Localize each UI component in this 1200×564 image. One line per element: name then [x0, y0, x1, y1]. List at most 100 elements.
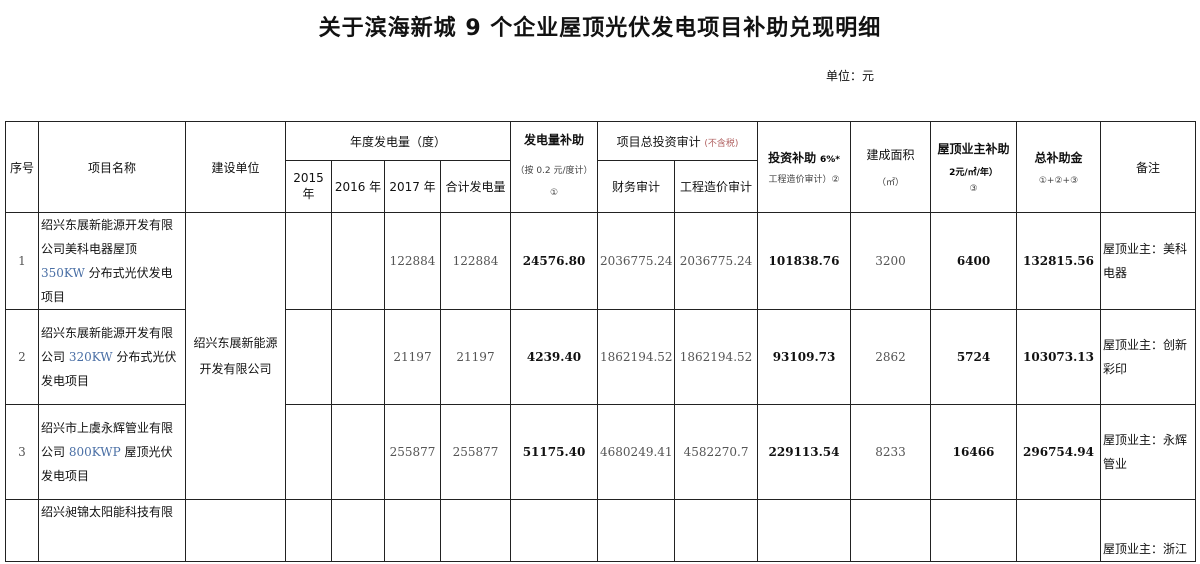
header-roof-sub: 屋顶业主补助 2元/㎡/年） ③	[930, 121, 1018, 213]
seq-cell	[5, 499, 39, 562]
header-invest-audit: 项目总投资审计 (不含税)	[597, 121, 759, 161]
builder-cell: 绍兴东展新能源开发有限公司	[185, 212, 286, 500]
finance-cell: 1862194.52	[597, 309, 676, 405]
header-total-gen: 合计发电量	[439, 160, 512, 213]
cost-cell: 4582270.7	[674, 404, 759, 500]
header-invest-sub: 投资补助 6%* 工程造价审计）②	[757, 121, 852, 213]
total-cell: 132815.56	[1016, 212, 1102, 310]
header-area: 建成面积 （㎡）	[850, 121, 932, 213]
y2016-cell	[331, 404, 385, 500]
area-unit: （㎡）	[877, 178, 905, 188]
y2016-cell	[331, 309, 385, 405]
project-name-suffix: 分布式光伏发电项目	[41, 350, 177, 388]
document-title: 关于滨海新城 9 个企业屋顶光伏发电项目补助兑现明细	[318, 16, 882, 41]
header-cost-audit: 工程造价审计	[674, 160, 759, 213]
table-row: 1 绍兴东展新能源开发有限公司美科电器屋顶 350KW 分布式光伏发电项目 绍兴东…	[5, 212, 1197, 500]
project-name: 绍兴昶锦太阳能科技有限	[41, 505, 174, 519]
finance-cell	[597, 499, 676, 562]
y2017-cell	[384, 499, 441, 562]
remark-cell: 屋顶业主：创新彩印	[1100, 309, 1197, 405]
finance-cell: 4680249.41	[597, 404, 676, 500]
cost-cell: 2036775.24	[674, 212, 759, 310]
area-cell: 8233	[850, 404, 932, 500]
project-name-suffix: 屋顶光伏发电项目	[41, 445, 173, 483]
y2015-cell	[285, 404, 332, 500]
header-2015: 2015 年	[285, 160, 332, 213]
roof-sub-mark: ③	[969, 184, 978, 194]
cost-cell	[674, 499, 759, 562]
invest-audit-note: (不含税)	[704, 138, 739, 149]
subsidy-table: 序号 项目名称 建设单位 年度发电量（度） 发电量补助 （按 0.2 元/度计）①…	[5, 121, 1197, 562]
header-remark: 备注	[1100, 121, 1197, 213]
invest-sub-note: 工程造价审计）②	[768, 175, 840, 185]
project-capacity: 350KW	[41, 266, 85, 280]
total-sub-note: ①+②+③	[1038, 175, 1079, 186]
roof-sub-label: 屋顶业主补助	[937, 142, 1010, 156]
cost-cell: 1862194.52	[674, 309, 759, 405]
header-2016: 2016 年	[331, 160, 385, 213]
gen-sub-cell: 24576.80	[510, 212, 599, 310]
seq-cell: 3	[5, 404, 39, 500]
total-sub-label: 总补助金	[1034, 150, 1083, 165]
remark-cell: 屋顶业主：永辉管业	[1100, 404, 1197, 500]
y2017-cell: 21197	[384, 309, 441, 405]
seq-cell: 1	[5, 212, 39, 310]
roof-sub-cell	[930, 499, 1018, 562]
total-gen-cell: 122884	[439, 212, 512, 310]
invest-sub-cell	[757, 499, 852, 562]
roof-sub-cell: 5724	[930, 309, 1018, 405]
total-cell	[1016, 499, 1102, 562]
total-gen-cell	[439, 499, 512, 562]
remark-cell: 屋顶业主：美科电器	[1100, 212, 1197, 310]
y2017-cell: 122884	[384, 212, 441, 310]
project-name-cell: 绍兴市上虞永辉管业有限公司 800KWP 屋顶光伏发电项目	[38, 404, 186, 500]
y2016-cell	[331, 212, 385, 310]
total-cell: 296754.94	[1016, 404, 1102, 500]
y2016-cell	[331, 499, 385, 562]
table-row: 绍兴昶锦太阳能科技有限 屋顶业主：浙江	[5, 499, 1197, 562]
total-gen-cell: 255877	[439, 404, 512, 500]
gen-sub-cell: 51175.40	[510, 404, 599, 500]
header-seq: 序号	[5, 121, 39, 213]
roof-sub-cell: 16466	[930, 404, 1018, 500]
builder-cell	[185, 499, 286, 562]
project-name: 绍兴东展新能源开发有限公司美科电器屋顶	[41, 218, 174, 256]
project-name-cell: 绍兴东展新能源开发有限公司 320KW 分布式光伏发电项目	[38, 309, 186, 405]
table-row: 3 绍兴市上虞永辉管业有限公司 800KWP 屋顶光伏发电项目 255877 255…	[5, 404, 1197, 500]
header-project: 项目名称	[38, 121, 186, 213]
header-builder: 建设单位	[185, 121, 286, 213]
table-row: 2 绍兴东展新能源开发有限公司 320KW 分布式光伏发电项目 21197 2119…	[5, 309, 1197, 405]
project-name: 绍兴东展新能源开发有限公司	[41, 326, 174, 364]
y2017-cell: 255877	[384, 404, 441, 500]
header-annual: 年度发电量（度）	[284, 121, 512, 161]
y2015-cell	[285, 499, 332, 562]
total-gen-cell: 21197	[439, 309, 512, 405]
project-capacity: 320KW	[68, 350, 113, 364]
total-cell: 103073.13	[1016, 309, 1102, 405]
roof-sub-cell: 6400	[930, 212, 1018, 310]
invest-sub-cell: 229113.54	[757, 404, 852, 500]
header-gen-sub: 发电量补助 （按 0.2 元/度计）①	[510, 121, 599, 213]
invest-sub-cell: 93109.73	[757, 309, 852, 405]
y2015-cell	[285, 212, 332, 310]
gen-sub-cell: 4239.40	[510, 309, 599, 405]
finance-cell: 2036775.24	[597, 212, 676, 310]
gen-sub-label: 发电量补助	[524, 132, 585, 147]
gen-sub-cell	[510, 499, 599, 562]
area-cell: 3200	[850, 212, 932, 310]
header-total-sub: 总补助金 ①+②+③	[1016, 121, 1102, 213]
project-name-cell: 绍兴东展新能源开发有限公司美科电器屋顶 350KW 分布式光伏发电项目	[38, 212, 186, 310]
invest-sub-label: 投资补助	[768, 151, 817, 165]
project-name: 绍兴市上虞永辉管业有限公司	[41, 421, 174, 459]
header-finance-audit: 财务审计	[597, 160, 676, 213]
unit-label: 单位：元	[826, 69, 875, 83]
gen-sub-note: （按 0.2 元/度计）①	[515, 165, 593, 198]
invest-sub-cell: 101838.76	[757, 212, 852, 310]
roof-sub-note: 2元/㎡/年）	[949, 168, 998, 178]
remark-cell: 屋顶业主：浙江	[1100, 499, 1197, 562]
y2015-cell	[285, 309, 332, 405]
project-capacity: 800KWP	[68, 445, 121, 459]
invest-sub-pct: 6%*	[819, 155, 840, 165]
area-cell: 2862	[850, 309, 932, 405]
seq-cell: 2	[5, 309, 39, 405]
